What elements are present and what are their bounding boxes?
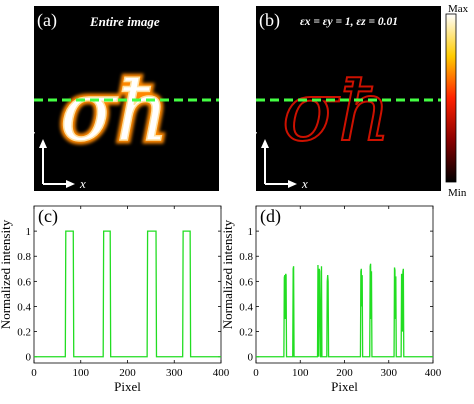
chart-d-xtick-label: 100 xyxy=(292,367,309,379)
panel-b-y-label: y xyxy=(249,126,257,141)
panel-b: σħ (b) εx = εy = 1, εz = 0.01 y x xyxy=(249,6,441,191)
panel-a-glyphs: σħ xyxy=(60,65,169,160)
chart-d-ytick-label: 0.6 xyxy=(239,276,253,288)
chart-d-ytick-label: 1 xyxy=(248,226,254,238)
chart-c-ylabel: Normalized intensity xyxy=(0,219,13,329)
panel-b-glyphs: σħ xyxy=(282,65,391,160)
chart-c-ytick-label: 0.8 xyxy=(17,251,31,263)
panel-a-glyphs-glow: σħ xyxy=(60,65,169,160)
chart-c-ytick-label: 0.4 xyxy=(17,301,31,313)
panel-a-x-arrowhead xyxy=(66,180,75,188)
chart-c: 0 100 200 300 400 0 0.2 0.4 0.6 0.8 1 (c) Pixel Norma… xyxy=(0,205,230,394)
chart-c-xlabel: Pixel xyxy=(114,379,141,394)
chart-d-xtick-label: 400 xyxy=(425,367,442,379)
chart-d-panel-label: (d) xyxy=(260,206,281,227)
chart-d-ylabel: Normalized intensity xyxy=(220,219,235,329)
chart-c-xtick-label: 0 xyxy=(31,367,37,379)
panel-b-x-arrowhead xyxy=(288,180,297,188)
chart-d: 0 100 200 300 400 0 0.2 0.4 0.6 0.8 1 (d) Pixel Norma… xyxy=(220,205,442,394)
colorbar: Max Min xyxy=(445,3,469,199)
chart-d-xtick-label: 300 xyxy=(381,367,398,379)
chart-d-xtick-label: 200 xyxy=(336,367,353,379)
panel-b-label: (b) xyxy=(259,10,280,31)
colorbar-min-label: Min xyxy=(448,187,467,199)
chart-c-xtick-label: 400 xyxy=(213,367,230,379)
colorbar-gradient xyxy=(445,13,457,183)
chart-c-xtick-label: 200 xyxy=(119,367,136,379)
chart-d-ytick-label: 0.2 xyxy=(239,327,253,339)
chart-d-xlabel: Pixel xyxy=(331,379,358,394)
chart-c-ytick-label: 1 xyxy=(26,226,32,238)
chart-c-ytick-label: 0 xyxy=(26,352,32,364)
panel-b-y-arrowhead xyxy=(261,139,269,148)
chart-c-frame xyxy=(33,205,222,364)
panel-a: σħ σħ (a) Entire image y x xyxy=(27,6,219,191)
chart-c-panel-label: (c) xyxy=(38,206,58,227)
chart-c-ytick-label: 0.6 xyxy=(17,276,31,288)
chart-d-ytick-label: 0 xyxy=(248,352,254,364)
chart-c-series-line xyxy=(34,230,221,358)
panel-a-y-arrowhead xyxy=(39,139,47,148)
chart-c-xtick-label: 100 xyxy=(73,367,90,379)
chart-d-ytick-label: 0.8 xyxy=(239,251,253,263)
chart-c-xtick-label: 300 xyxy=(166,367,183,379)
chart-d-frame xyxy=(255,205,434,364)
colorbar-max-label: Max xyxy=(448,3,469,15)
panel-a-title: Entire image xyxy=(89,14,160,29)
panel-a-y-label: y xyxy=(27,126,35,141)
chart-c-ytick-label: 0.2 xyxy=(17,327,31,339)
panel-a-x-label: x xyxy=(79,176,86,191)
panel-b-x-label: x xyxy=(301,176,308,191)
chart-d-ytick-label: 0.4 xyxy=(239,301,253,313)
panel-a-label: (a) xyxy=(37,10,57,31)
chart-d-series-line xyxy=(256,263,433,358)
chart-d-xtick-label: 0 xyxy=(253,367,259,379)
panel-b-title: εx = εy = 1, εz = 0.01 xyxy=(300,16,398,28)
